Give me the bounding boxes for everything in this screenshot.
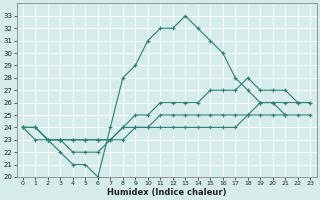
X-axis label: Humidex (Indice chaleur): Humidex (Indice chaleur) <box>107 188 226 197</box>
